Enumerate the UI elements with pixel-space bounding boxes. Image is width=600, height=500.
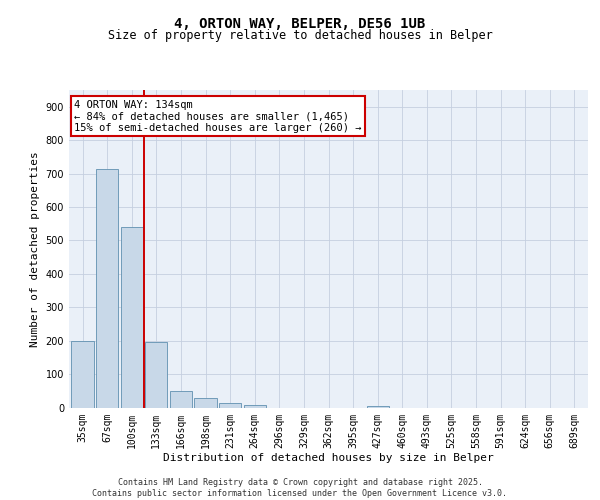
Text: Contains HM Land Registry data © Crown copyright and database right 2025.
Contai: Contains HM Land Registry data © Crown c…	[92, 478, 508, 498]
Text: 4 ORTON WAY: 134sqm
← 84% of detached houses are smaller (1,465)
15% of semi-det: 4 ORTON WAY: 134sqm ← 84% of detached ho…	[74, 100, 362, 132]
Bar	[121, 227, 143, 408]
Bar	[244, 405, 266, 407]
Bar	[170, 392, 192, 407]
Bar	[367, 406, 389, 408]
Text: Size of property relative to detached houses in Belper: Size of property relative to detached ho…	[107, 29, 493, 42]
Bar	[194, 398, 217, 407]
X-axis label: Distribution of detached houses by size in Belper: Distribution of detached houses by size …	[163, 453, 494, 463]
Text: 4, ORTON WAY, BELPER, DE56 1UB: 4, ORTON WAY, BELPER, DE56 1UB	[175, 18, 425, 32]
Bar	[96, 168, 118, 408]
Bar	[145, 342, 167, 407]
Y-axis label: Number of detached properties: Number of detached properties	[30, 151, 40, 346]
Bar	[219, 403, 241, 407]
Bar	[71, 340, 94, 407]
